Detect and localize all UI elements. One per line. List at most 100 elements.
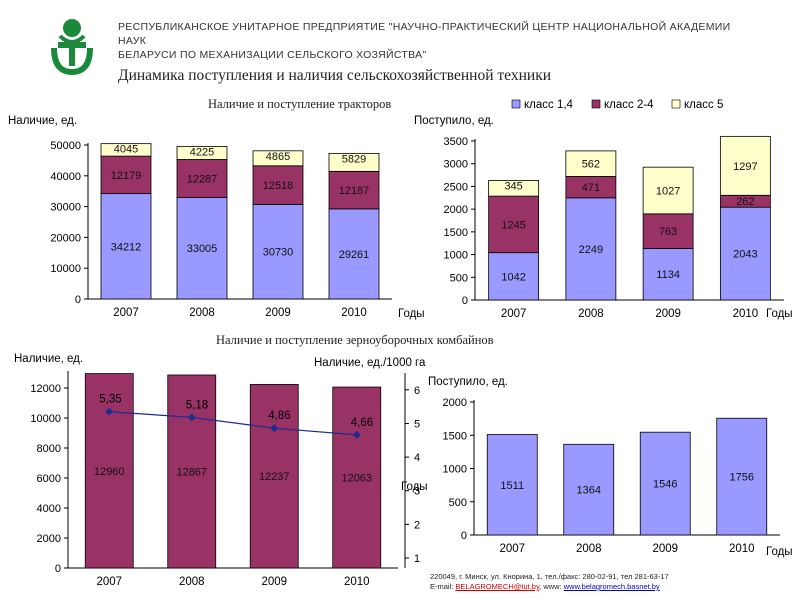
data-label: 1364 xyxy=(577,485,601,497)
line-series xyxy=(109,411,357,436)
bar-2010-s0 xyxy=(332,386,382,569)
x-tick-label: 2009 xyxy=(652,543,678,555)
y-tick-label: 20000 xyxy=(50,232,81,244)
x-tick-label: 2008 xyxy=(576,543,602,555)
bar-2007-s0 xyxy=(488,252,540,301)
y-tick-label: 0 xyxy=(462,295,468,307)
y-axis-title: Наличие, ед. xyxy=(8,115,77,127)
data-label: 1245 xyxy=(501,219,525,231)
bar-2008-s0 xyxy=(167,374,217,569)
data-label: 4225 xyxy=(190,146,214,158)
data-label: 1134 xyxy=(656,269,680,281)
bar-2009-s1 xyxy=(252,165,304,205)
logo xyxy=(40,14,104,78)
legend-label-class14: класс 1,4 xyxy=(524,99,574,111)
x-tick-label: 2009 xyxy=(655,308,681,320)
footer-www-link[interactable]: www.belagromech.basnet.by xyxy=(563,582,660,591)
bar-2007-s0 xyxy=(100,193,152,300)
data-label: 4865 xyxy=(266,151,290,163)
y-axis-title: Поступило, ед. xyxy=(428,376,508,388)
data-label: 1511 xyxy=(500,480,524,492)
bar-2009-s0 xyxy=(642,248,694,301)
bar-2008-s2 xyxy=(176,146,228,160)
line-data-label: 4,66 xyxy=(351,417,373,429)
y-tick-label: 40000 xyxy=(50,171,81,183)
data-label: 12187 xyxy=(339,185,370,197)
data-label: 471 xyxy=(582,182,600,194)
line-data-label: 4,86 xyxy=(268,410,290,422)
y-tick-label: 50000 xyxy=(50,140,81,152)
y-tick-label: 10000 xyxy=(30,413,61,425)
data-label: 29261 xyxy=(339,249,370,261)
y2-tick-label: 5 xyxy=(414,418,420,430)
chart-combines-stock: 0 2000 4000 6000 8000 10000 12000 Наличие, ед. Г… xyxy=(14,353,428,588)
footer-email-prefix: E-mail: xyxy=(430,582,456,591)
data-label: 1546 xyxy=(653,479,677,491)
line-point xyxy=(187,413,196,422)
y-tick-label: 500 xyxy=(449,497,467,509)
logo-icon xyxy=(40,14,104,78)
bar-2009-s1 xyxy=(642,213,694,249)
legend-label-class5: класс 5 xyxy=(684,99,723,111)
y-tick-label: 3500 xyxy=(444,136,468,148)
data-label: 12867 xyxy=(176,466,207,478)
y-tick-label: 8000 xyxy=(37,443,61,455)
x-tick-label: 2009 xyxy=(265,307,291,319)
x-axis-title: Годы xyxy=(766,546,793,558)
bar-2007-s0 xyxy=(84,373,134,569)
y-tick-label: 0 xyxy=(55,563,61,575)
legend: класс 1,4 класс 2-4 класс 5 xyxy=(511,99,723,111)
line-point xyxy=(105,407,114,416)
y2-tick-label: 6 xyxy=(414,385,420,397)
bar-2007-s1 xyxy=(488,195,540,254)
line-data-label: 5,35 xyxy=(99,394,121,406)
x-axis-title: Годы xyxy=(401,481,428,493)
line-point xyxy=(352,430,361,439)
y-tick-label: 1500 xyxy=(444,227,468,239)
y-tick-label: 4000 xyxy=(37,503,61,515)
x-tick-label: 2010 xyxy=(341,307,367,319)
x-axis-title: Годы xyxy=(766,308,793,320)
data-label: 1042 xyxy=(501,271,525,283)
y-tick-label: 1000 xyxy=(443,464,467,476)
bar-2010-s0 xyxy=(716,417,768,536)
x-tick-label: 2008 xyxy=(179,576,205,588)
bar-2010-s2 xyxy=(719,135,771,196)
x-tick-label: 2007 xyxy=(96,576,122,588)
y-tick-label: 0 xyxy=(461,530,467,542)
legend-swatch-class24 xyxy=(591,99,601,109)
org-title: РЕСПУБЛИКАНСКОЕ УНИТАРНОЕ ПРЕДПРИЯТИЕ "Н… xyxy=(118,20,758,62)
bar-2010-s0 xyxy=(328,208,380,300)
data-label: 30730 xyxy=(263,247,294,259)
bar-2009-s0 xyxy=(249,384,299,569)
x-tick-label: 2010 xyxy=(729,543,755,555)
data-label: 34212 xyxy=(111,241,142,253)
x-tick-label: 2010 xyxy=(733,308,759,320)
y-tick-label: 500 xyxy=(450,272,468,284)
data-label: 345 xyxy=(504,180,522,192)
legend-swatch-class14 xyxy=(511,99,521,109)
x-tick-label: 2008 xyxy=(189,307,215,319)
x-tick-label: 2007 xyxy=(499,543,525,555)
line-data-label: 5,18 xyxy=(186,399,208,411)
footer-email-link[interactable]: BELAGROMECH@tut.by xyxy=(455,582,540,591)
y-tick-label: 12000 xyxy=(30,383,61,395)
y-tick-label: 30000 xyxy=(50,202,81,214)
bar-2008-s1 xyxy=(176,159,228,198)
data-label: 12518 xyxy=(263,180,294,192)
legend-label-class24: класс 2-4 xyxy=(604,99,654,111)
footer-contacts: E-mail: BELAGROMECH@tut.by, www: www.bel… xyxy=(430,582,669,592)
x-tick-label: 2007 xyxy=(113,307,139,319)
bar-2009-s0 xyxy=(639,431,691,536)
bar-2007-s2 xyxy=(100,143,152,157)
bar-2010-s0 xyxy=(719,206,771,301)
bar-2010-s2 xyxy=(328,152,380,172)
bar-2008-s0 xyxy=(565,197,617,301)
y-tick-label: 10000 xyxy=(50,263,81,275)
data-label: 33005 xyxy=(187,243,218,255)
y-tick-label: 1000 xyxy=(444,250,468,262)
y2-axis-title: Наличие, ед./1000 га xyxy=(314,357,426,369)
bar-2010-s1 xyxy=(328,170,380,210)
page-title: Динамика поступления и наличия сельскохо… xyxy=(118,67,552,84)
